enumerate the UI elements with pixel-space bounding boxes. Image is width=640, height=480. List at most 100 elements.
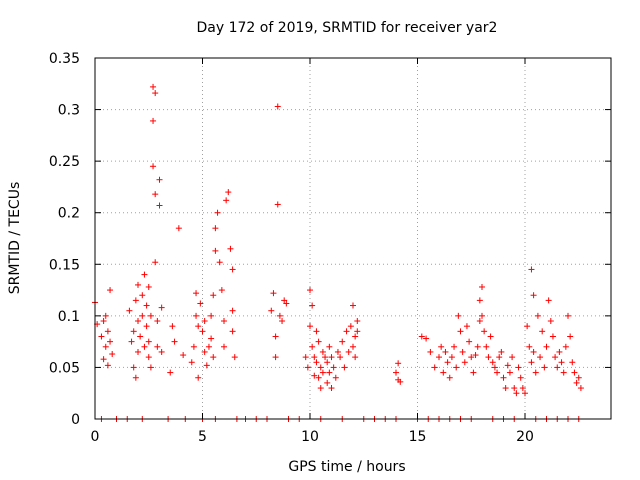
data-point	[221, 343, 227, 350]
data-point	[304, 364, 311, 371]
data-point	[337, 354, 344, 361]
data-point	[317, 364, 324, 371]
data-point	[180, 352, 187, 359]
data-point	[332, 374, 339, 381]
data-point	[487, 333, 494, 340]
data-point	[339, 338, 346, 345]
x-axis-label: GPS time / hours	[288, 459, 405, 475]
data-point	[98, 333, 105, 340]
data-point	[513, 390, 520, 397]
data-point	[126, 307, 133, 314]
data-point	[100, 356, 107, 363]
data-point	[188, 359, 195, 366]
data-point	[141, 343, 148, 350]
grid-lines	[95, 58, 611, 419]
data-point	[354, 318, 361, 325]
data-point	[210, 292, 217, 299]
data-point	[102, 343, 109, 350]
y-tick-label: 0.2	[58, 206, 80, 222]
x-tick-label: 15	[409, 429, 427, 445]
data-point	[466, 338, 473, 345]
x-tick-label: 5	[198, 429, 207, 445]
data-point	[274, 103, 281, 110]
data-point	[281, 297, 288, 304]
data-point	[229, 266, 236, 273]
y-tick-label: 0	[71, 412, 80, 428]
data-point	[476, 297, 483, 304]
data-point	[283, 300, 290, 307]
data-point	[573, 379, 580, 386]
data-point	[438, 343, 445, 350]
data-point	[311, 372, 318, 379]
y-tick-label: 0.35	[49, 51, 80, 67]
data-point	[227, 245, 234, 252]
data-point	[147, 364, 154, 371]
data-point	[208, 312, 215, 319]
data-point	[543, 343, 550, 350]
data-point	[547, 318, 554, 325]
data-point	[201, 318, 208, 325]
data-point	[526, 343, 533, 350]
data-point	[476, 318, 483, 325]
data-point	[470, 369, 477, 376]
data-point	[203, 362, 210, 369]
data-point	[446, 374, 453, 381]
x-tick-label: 10	[301, 429, 319, 445]
data-point	[268, 307, 275, 314]
data-point	[330, 364, 337, 371]
data-point	[560, 369, 567, 376]
data-point	[393, 369, 399, 376]
data-point	[532, 369, 539, 376]
data-point	[141, 271, 148, 278]
data-point	[107, 338, 114, 345]
data-points	[92, 83, 584, 422]
data-point	[347, 323, 354, 330]
data-point	[506, 369, 513, 376]
data-point	[309, 302, 316, 309]
data-point	[474, 343, 481, 350]
data-point	[272, 354, 279, 361]
data-point	[167, 369, 174, 376]
x-tick-label: 0	[91, 429, 100, 445]
data-point	[212, 225, 219, 232]
data-point	[343, 328, 350, 335]
data-point	[218, 287, 225, 294]
data-point	[270, 290, 277, 297]
data-point	[322, 354, 329, 361]
data-point	[541, 364, 548, 371]
data-point	[562, 343, 569, 350]
data-point	[326, 343, 333, 350]
data-point	[328, 385, 335, 392]
data-point	[397, 378, 404, 385]
data-point	[130, 328, 137, 335]
data-point	[229, 307, 236, 314]
data-point	[509, 354, 516, 361]
data-point	[175, 225, 182, 232]
data-point	[158, 348, 165, 355]
data-point	[483, 343, 490, 350]
data-point	[451, 343, 458, 350]
data-point	[539, 328, 546, 335]
y-tick-label: 0.05	[49, 360, 80, 376]
data-point	[528, 359, 535, 366]
data-point	[214, 209, 221, 216]
data-point	[156, 176, 163, 183]
data-point	[468, 354, 475, 361]
data-point	[313, 359, 320, 366]
data-point	[530, 348, 537, 355]
data-point	[193, 290, 200, 297]
data-point	[517, 374, 524, 381]
data-point	[575, 374, 582, 381]
data-point	[442, 348, 449, 355]
data-point	[427, 348, 434, 355]
data-point	[104, 328, 111, 335]
data-point	[354, 328, 361, 335]
data-point	[511, 385, 518, 392]
data-point	[313, 328, 320, 335]
y-tick-label: 0.25	[49, 154, 80, 170]
x-tick-label: 20	[516, 429, 534, 445]
data-point	[431, 364, 438, 371]
data-point	[309, 343, 316, 350]
data-point	[197, 300, 204, 307]
